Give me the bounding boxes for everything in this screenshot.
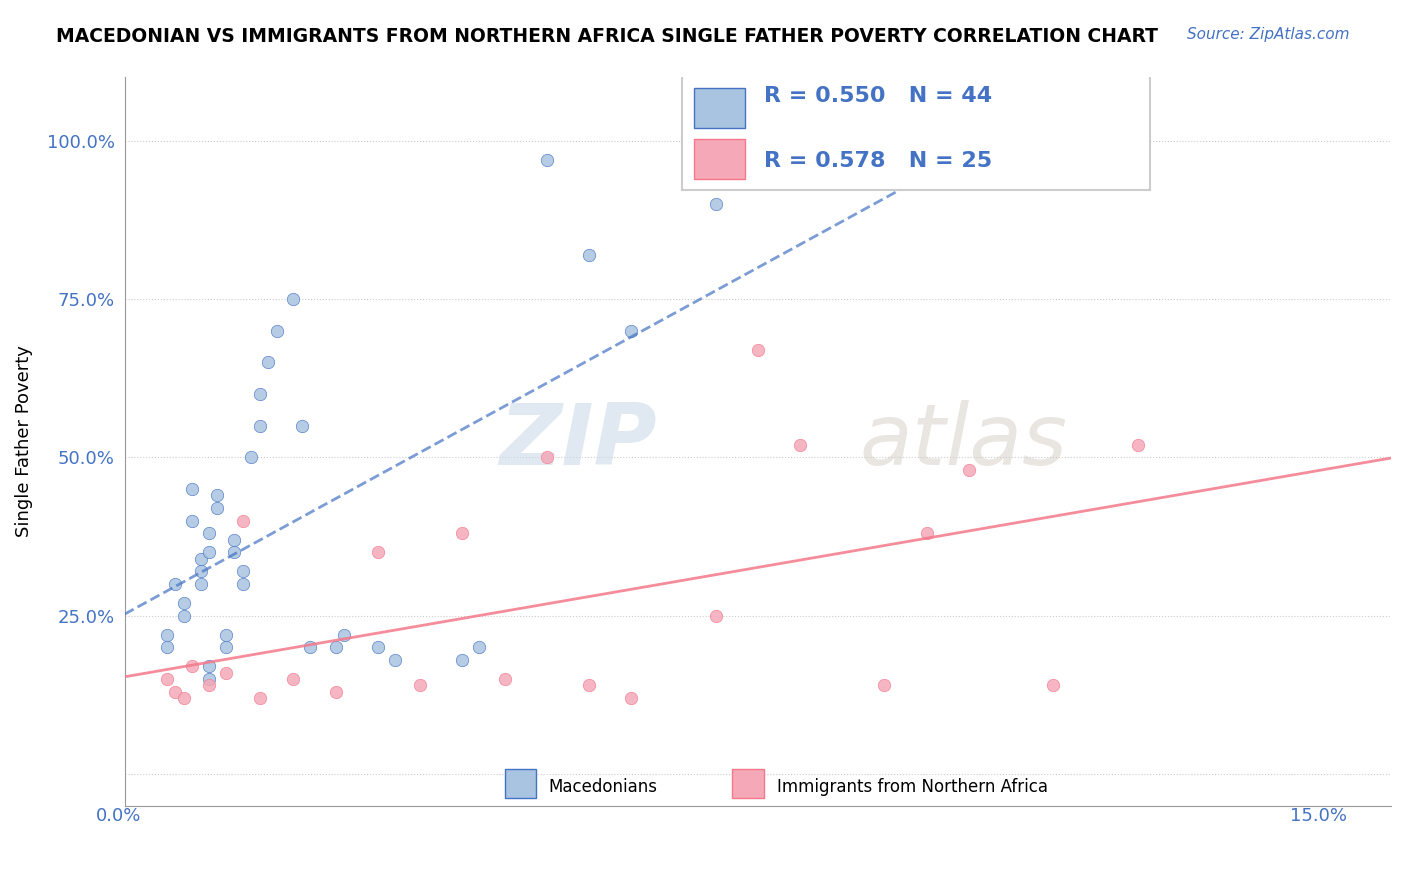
- Point: [249, 691, 271, 706]
- Point: [156, 628, 179, 642]
- Point: [451, 653, 474, 667]
- Point: [283, 292, 305, 306]
- Point: [224, 533, 246, 547]
- Point: [494, 672, 516, 686]
- Point: [367, 640, 389, 655]
- Point: [215, 640, 238, 655]
- Point: [915, 526, 938, 541]
- Point: [957, 463, 980, 477]
- Point: [165, 684, 187, 698]
- Point: [190, 565, 212, 579]
- Point: [325, 640, 347, 655]
- Point: [173, 596, 195, 610]
- Point: [181, 482, 204, 496]
- Text: Macedonians: Macedonians: [548, 779, 658, 797]
- Point: [789, 153, 811, 167]
- Point: [198, 659, 221, 673]
- Point: [1042, 153, 1064, 167]
- Point: [578, 678, 600, 692]
- Point: [198, 545, 221, 559]
- Text: R = 0.578   N = 25: R = 0.578 N = 25: [763, 151, 993, 171]
- Text: ZIP: ZIP: [499, 400, 657, 483]
- Text: 0.0%: 0.0%: [96, 807, 141, 825]
- Point: [249, 418, 271, 433]
- Point: [156, 640, 179, 655]
- Point: [173, 608, 195, 623]
- Point: [620, 324, 643, 338]
- Point: [283, 672, 305, 686]
- Point: [232, 577, 254, 591]
- Point: [224, 545, 246, 559]
- Point: [747, 343, 769, 357]
- Point: [156, 672, 179, 686]
- Point: [1042, 678, 1064, 692]
- Point: [299, 640, 322, 655]
- Point: [367, 545, 389, 559]
- Point: [1126, 438, 1149, 452]
- FancyBboxPatch shape: [505, 769, 536, 798]
- Point: [333, 628, 356, 642]
- Point: [207, 488, 229, 502]
- Point: [704, 197, 727, 211]
- Point: [384, 653, 406, 667]
- Point: [198, 678, 221, 692]
- FancyBboxPatch shape: [733, 769, 763, 798]
- Point: [207, 501, 229, 516]
- Text: R = 0.550   N = 44: R = 0.550 N = 44: [763, 86, 993, 105]
- Point: [181, 659, 204, 673]
- Y-axis label: Single Father Poverty: Single Father Poverty: [15, 345, 32, 538]
- Point: [451, 526, 474, 541]
- Text: MACEDONIAN VS IMMIGRANTS FROM NORTHERN AFRICA SINGLE FATHER POVERTY CORRELATION : MACEDONIAN VS IMMIGRANTS FROM NORTHERN A…: [56, 27, 1159, 45]
- Text: 15.0%: 15.0%: [1289, 807, 1347, 825]
- Point: [190, 551, 212, 566]
- Point: [266, 324, 288, 338]
- FancyBboxPatch shape: [682, 55, 1150, 190]
- Point: [198, 672, 221, 686]
- Point: [190, 577, 212, 591]
- Point: [325, 684, 347, 698]
- Point: [409, 678, 432, 692]
- Point: [232, 565, 254, 579]
- Point: [704, 608, 727, 623]
- Point: [165, 577, 187, 591]
- Point: [957, 165, 980, 179]
- Point: [873, 678, 896, 692]
- Point: [536, 153, 558, 167]
- Point: [536, 450, 558, 465]
- Point: [789, 438, 811, 452]
- Point: [257, 355, 280, 369]
- Point: [198, 526, 221, 541]
- Point: [873, 165, 896, 179]
- Point: [215, 665, 238, 680]
- Point: [249, 387, 271, 401]
- FancyBboxPatch shape: [695, 139, 745, 179]
- Point: [578, 248, 600, 262]
- Point: [215, 628, 238, 642]
- Text: Source: ZipAtlas.com: Source: ZipAtlas.com: [1187, 27, 1350, 42]
- Point: [232, 514, 254, 528]
- Point: [240, 450, 263, 465]
- Point: [468, 640, 491, 655]
- Point: [173, 691, 195, 706]
- Point: [181, 514, 204, 528]
- FancyBboxPatch shape: [695, 88, 745, 128]
- Point: [620, 691, 643, 706]
- Text: Immigrants from Northern Africa: Immigrants from Northern Africa: [776, 779, 1047, 797]
- Text: atlas: atlas: [859, 400, 1067, 483]
- Point: [291, 418, 314, 433]
